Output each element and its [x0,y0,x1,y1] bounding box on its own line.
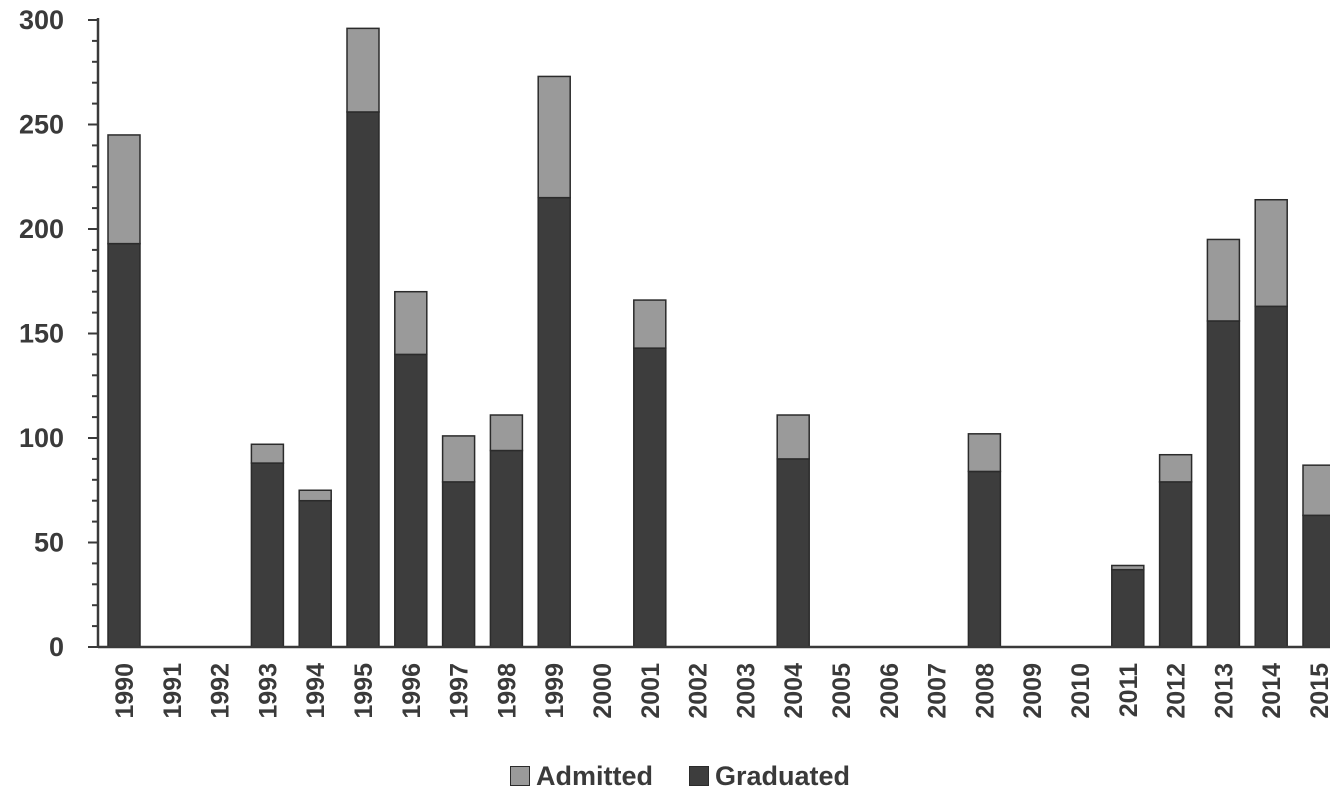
y-tick-label-100: 100 [19,423,64,453]
bar-admitted-2014 [1254,198,1288,308]
x-tick-label-1999: 1999 [541,663,569,719]
bar-admitted-2012 [1158,453,1193,483]
bar-graduated-2011 [1111,568,1145,648]
bar-admitted-1998 [489,414,524,452]
x-tick-label-2009: 2009 [1019,663,1047,719]
x-tick-label-1993: 1993 [254,663,282,719]
x-tick-label-2004: 2004 [780,663,808,719]
bar-graduated-1995 [346,111,380,648]
bar-graduated-2014 [1254,305,1288,648]
x-tick-label-1991: 1991 [159,663,187,719]
bar-admitted-2008 [967,433,1002,473]
x-tick-label-2015: 2015 [1306,663,1330,719]
bar-admitted-2013 [1206,238,1241,322]
stacked-bar-chart: 0 50 100 150 200 250 300 1990 1991 1992 1993 1994 19… [19,5,1330,719]
x-tick-label-2003: 2003 [732,663,760,719]
bar-graduated-2001 [633,347,667,648]
bar-graduated-1996 [394,353,428,648]
y-tick-label-250: 250 [19,110,64,140]
x-tick-label-2005: 2005 [828,663,856,719]
bar-admitted-1997 [441,435,476,483]
x-tick-label-2014: 2014 [1258,663,1286,719]
y-tick-label-200: 200 [19,214,64,244]
legend-label-graduated: Graduated [715,760,851,791]
bar-graduated-1998 [489,449,524,648]
legend-swatch-admitted [510,766,530,786]
bar-graduated-2008 [967,470,1002,648]
legend-label-admitted: Admitted [536,760,653,791]
bar-admitted-1993 [250,443,285,464]
x-tick-label-2008: 2008 [971,663,999,719]
x-tick-label-1992: 1992 [207,663,235,719]
x-tick-label-2000: 2000 [589,663,617,719]
x-tick-label-1997: 1997 [446,663,474,719]
y-tick-label-50: 50 [34,528,64,558]
x-tick-label-2011: 2011 [1115,663,1143,717]
x-tick-label-1998: 1998 [493,663,521,719]
bar-admitted-1995 [346,27,380,113]
x-tick-label-2002: 2002 [685,663,713,719]
y-tick-label-0: 0 [49,632,64,662]
bar-admitted-1999 [537,75,571,199]
bar-admitted-1994 [298,489,332,502]
bar-admitted-2011 [1111,564,1145,571]
x-tick-label-2007: 2007 [924,663,952,719]
legend-swatch-graduated [689,766,709,786]
x-tick-label-2001: 2001 [637,663,665,719]
x-tick-label-2012: 2012 [1163,663,1191,719]
x-tick-label-1996: 1996 [398,663,426,719]
bar-admitted-2001 [633,299,667,349]
y-tick-label-300: 300 [19,5,64,35]
x-tick-label-2010: 2010 [1067,663,1095,719]
legend: Admitted Graduated [510,760,886,792]
bar-graduated-1993 [250,462,285,648]
bar-graduated-1999 [537,196,571,648]
legend-item-graduated: Graduated [689,761,850,792]
y-tick-label-150: 150 [19,319,64,349]
x-tick-label-2013: 2013 [1210,663,1238,719]
x-tick-label-1994: 1994 [302,663,330,719]
bar-graduated-2004 [776,458,810,648]
bar-graduated-1997 [441,481,476,648]
bar-graduated-2012 [1158,481,1193,648]
bar-admitted-1990 [107,134,141,245]
bar-graduated-2015 [1302,514,1330,648]
bar-graduated-2013 [1206,320,1241,648]
bar-admitted-2004 [776,414,810,460]
legend-item-admitted: Admitted [510,761,653,792]
x-tick-label-1990: 1990 [111,663,139,719]
bar-graduated-1994 [298,499,332,648]
bar-graduated-1990 [107,242,141,648]
bar-admitted-1996 [394,290,428,356]
x-tick-label-2006: 2006 [876,663,904,719]
x-tick-label-1995: 1995 [350,663,378,719]
bar-admitted-2015 [1302,464,1330,517]
